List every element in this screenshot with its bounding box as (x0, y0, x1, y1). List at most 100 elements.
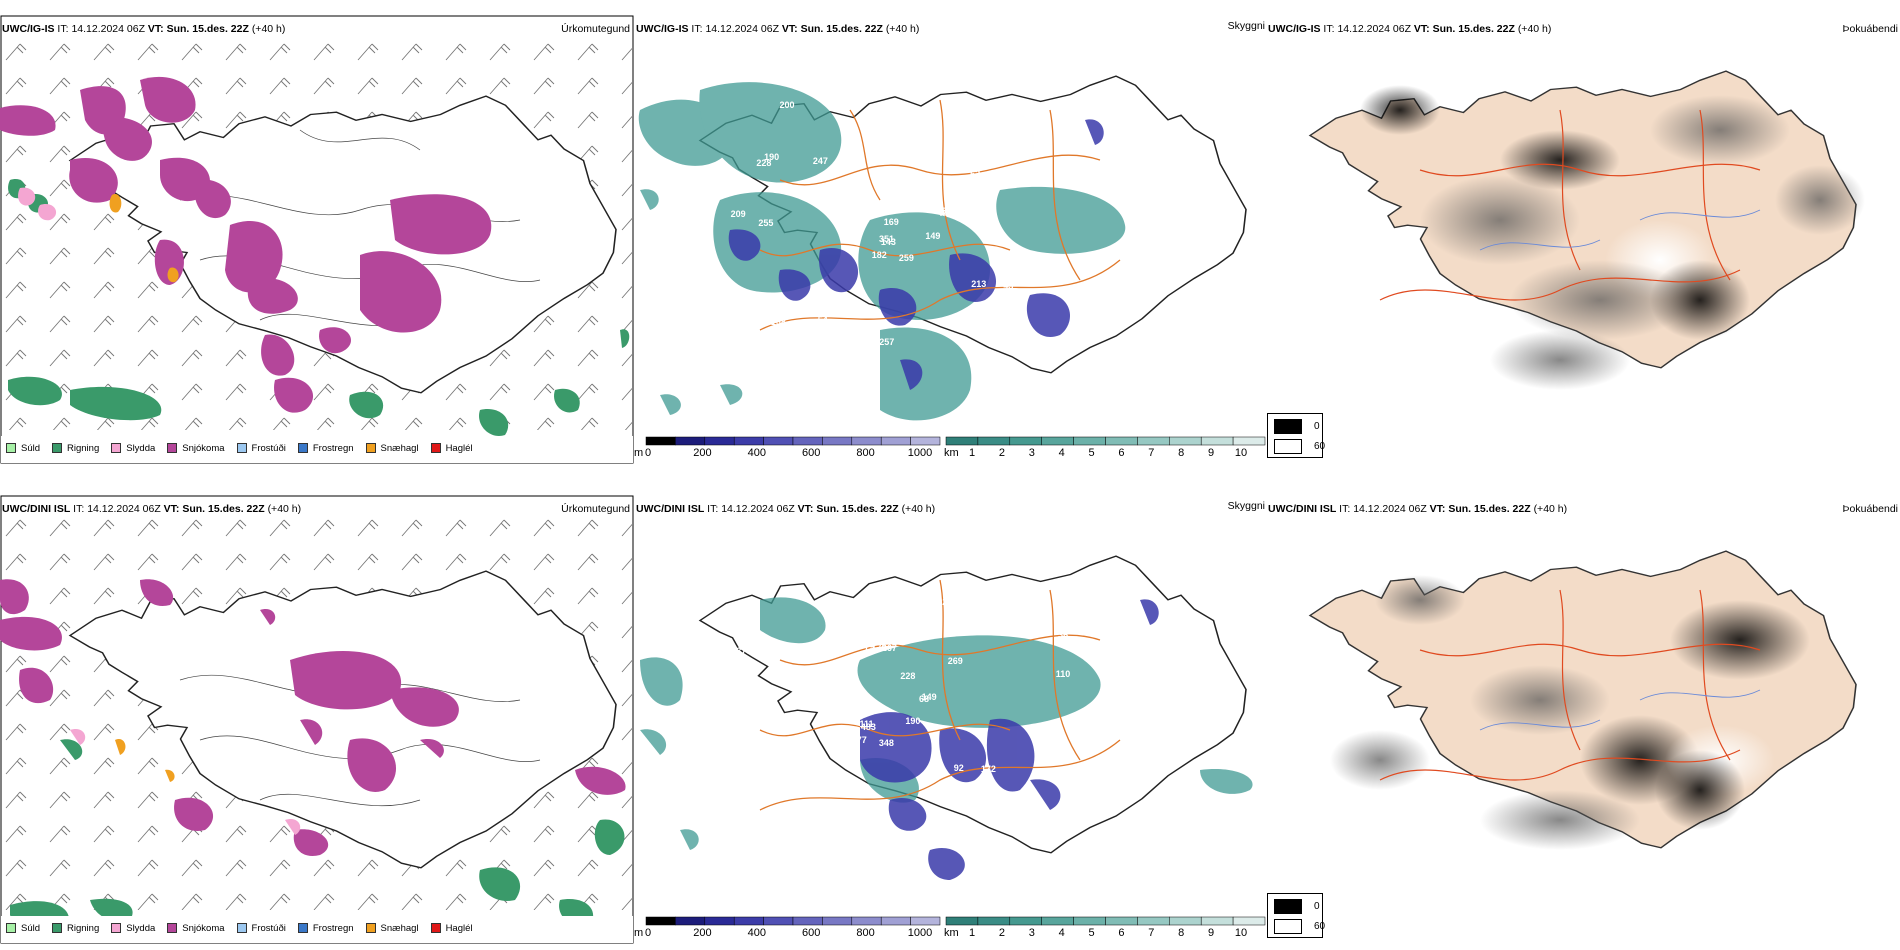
legend-item: Frostregn (297, 923, 354, 934)
visibility-value: 92 (953, 762, 964, 773)
colorbar-tick: 1000 (907, 927, 933, 939)
colorbar-segment (1232, 436, 1266, 446)
colorbar-segment (977, 916, 1011, 926)
legend-label: Rigning (67, 442, 100, 454)
colorbar-tick: 6 (1118, 447, 1125, 459)
visibility-value: 345 (941, 205, 957, 216)
legend-label: Frostregn (312, 442, 354, 454)
colorbar-segment (1169, 916, 1202, 926)
visibility-panel-name-bottom: Skyggni (1227, 500, 1265, 512)
visibility-value: 69 (753, 799, 764, 810)
colorbar-segment (1232, 916, 1266, 926)
colorbar-segment (1200, 436, 1234, 446)
visibility-value: 65 (1041, 375, 1052, 386)
colorbar-tick: 400 (747, 447, 766, 459)
colorbar-segment (792, 436, 823, 446)
visibility-value: 351 (879, 233, 895, 244)
fog-panel-name-top: Þokuábendi (1842, 23, 1898, 35)
legend-swatch (236, 923, 247, 933)
visibility-value: 38 (724, 829, 735, 840)
visibility-value: 59 (759, 860, 770, 871)
visibility-value: 54 (817, 314, 828, 325)
visibility-title-bottom: UWC/DINI ISL IT: 14.12.2024 06Z VT: Sun.… (636, 503, 936, 515)
colorbar-tick: 0 (644, 447, 652, 459)
visibility-value: 269 (947, 656, 963, 667)
legend-item: Snæhagl (365, 923, 419, 934)
visibility-value: 329 (742, 348, 758, 359)
legend-item: Snjókoma (167, 922, 225, 934)
colorbar-segment (851, 916, 882, 926)
visibility-value: 79 (864, 642, 875, 653)
visibility-value: 80 (1067, 343, 1078, 354)
legend-swatch (111, 923, 122, 933)
colorbar-unit-m: m (634, 447, 644, 459)
fog-panel-top (1309, 70, 1865, 390)
legend-swatch (430, 923, 441, 933)
legend-item: Haglél (430, 443, 473, 454)
legend-item: Rigning (52, 443, 99, 454)
colorbar-segment (1169, 436, 1202, 446)
visibility-value: 182 (871, 250, 887, 261)
visibility-value: 28 (904, 155, 915, 166)
colorbar-segment (1009, 436, 1042, 446)
legend-label: Rigning (67, 922, 100, 934)
visibility-value: 23 (785, 831, 796, 842)
visibility-value: 143 (880, 236, 896, 247)
colorbar-segment (822, 916, 853, 926)
visibility-value: 190 (764, 152, 780, 163)
colorbar-tick: 3 (1028, 447, 1035, 459)
visibility-value: 169 (883, 216, 899, 227)
colorbar-segment (910, 916, 941, 926)
visibility-value: 228 (900, 670, 916, 681)
colorbar-tick: 0 (644, 927, 652, 939)
visibility-value: 287 (942, 597, 958, 608)
legend-swatch (6, 443, 16, 453)
legend-label: Súld (21, 922, 41, 934)
visibility-panel-name-top: Skyggni (1227, 20, 1265, 32)
legend-label: Snjókoma (182, 922, 225, 934)
visibility-value: 89 (805, 350, 816, 361)
fog-legend-top: 0 60 (1267, 413, 1325, 458)
colorbar-segment (704, 916, 735, 926)
colorbar-segment (1137, 436, 1170, 446)
legend-item: Slydda (111, 923, 155, 934)
colorbar-segment (910, 436, 941, 446)
colorbar-tick: 5 (1088, 447, 1095, 459)
visibility-value: 43 (1003, 280, 1014, 291)
colorbar-segment (1073, 436, 1106, 446)
fog-legend-bottom: 0 60 (1267, 893, 1325, 938)
legend-item: Frostúði (236, 443, 286, 454)
visibility-value: 247 (812, 156, 828, 166)
colorbar-tick: 800 (856, 447, 875, 459)
visibility-value: 170 (871, 643, 887, 654)
colorbar-segment (851, 436, 882, 446)
visibility-value: 213 (971, 279, 987, 290)
colorbar-segment (675, 916, 706, 926)
legend-item: Snæhagl (365, 443, 419, 454)
colorbar-tick: 400 (747, 927, 766, 939)
legend-item: Frostúði (236, 923, 286, 934)
colorbar-segment (1073, 916, 1106, 926)
legend-label: Slydda (126, 922, 156, 934)
fog-panel-bottom (1309, 550, 1857, 850)
visibility-title-top: UWC/IG-IS IT: 14.12.2024 06Z VT: Sun. 15… (636, 23, 920, 35)
colorbar-unit-m: m (634, 927, 644, 939)
visibility-value: 62 (740, 703, 751, 714)
legend-item: Súld (6, 923, 40, 934)
visibility-value: 149 (921, 691, 937, 702)
visibility-value: 75 (746, 639, 757, 650)
fog-panel-name-bottom: Þokuábendi (1842, 503, 1898, 515)
legend-swatch (430, 443, 441, 453)
legend-label: Haglél (445, 922, 473, 934)
visibility-value: 168 (883, 112, 899, 123)
visibility-value: 267 (881, 643, 897, 654)
visibility-value: 90 (1077, 182, 1088, 193)
colorbar-segment (645, 436, 676, 446)
precip-legend-top: Súld Rigning Slydda Snjókoma Frostúði Frostre… (6, 440, 485, 456)
colorbar-segment (1105, 436, 1138, 446)
colorbar-segment (977, 436, 1011, 446)
colorbar-segment (792, 916, 823, 926)
colorbar-segment (1200, 916, 1234, 926)
visibility-value: 73 (884, 154, 895, 165)
colorbar-tick: 7 (1148, 927, 1155, 939)
